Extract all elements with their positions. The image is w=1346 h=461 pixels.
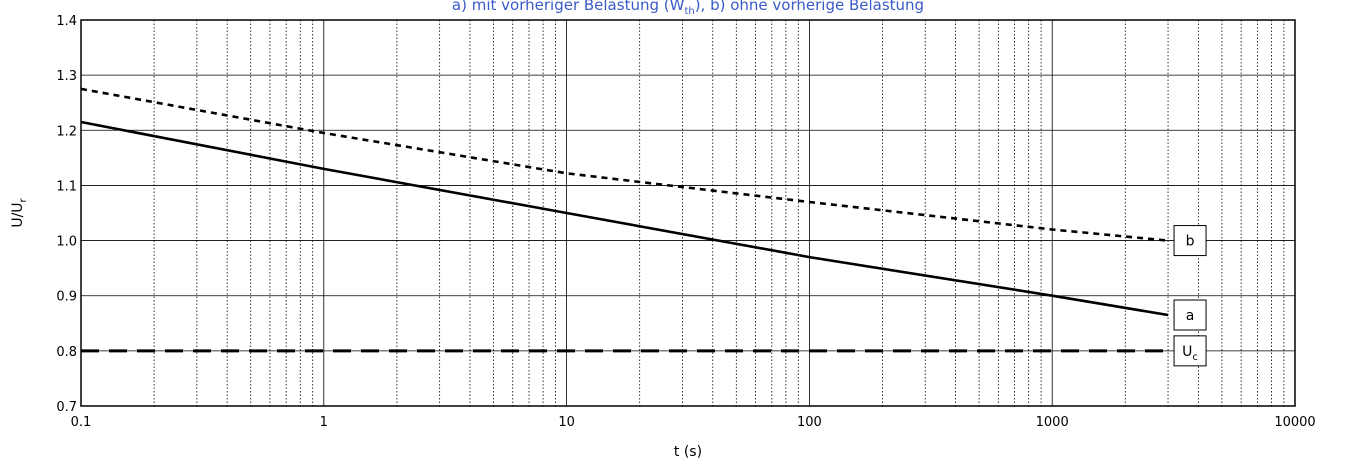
- axis-ticks: 0.1 1 10 100 1000 10000 0.7 0.8 0.9 1.0 1.1 1.2 1.3 1…: [56, 14, 1315, 430]
- plot-frame: [80, 19, 1296, 407]
- y-tick-label: 0.8: [56, 345, 77, 360]
- x-tick-label: 10000: [1274, 415, 1315, 430]
- curve-label-box-a: [1173, 299, 1207, 331]
- y-tick-label: 1.4: [56, 14, 77, 29]
- y-tick-label: 0.7: [56, 400, 77, 415]
- series-line-b: [80, 87, 1169, 242]
- x-tick-label: 100: [797, 415, 822, 430]
- plot-curves: [80, 87, 1169, 353]
- x-tick-label: 10: [558, 415, 575, 430]
- curve-label-uc: Uc: [1182, 344, 1198, 363]
- y-tick-label: 1.1: [56, 179, 77, 194]
- y-tick-label: 1.3: [56, 69, 77, 84]
- grid-lines: [80, 19, 1296, 407]
- chart-title: a) mit vorheriger Belastung (Wth), b) oh…: [452, 0, 924, 17]
- curve-label-box-uc: [1173, 335, 1207, 367]
- curve-label-a: a: [1186, 308, 1195, 324]
- x-tick-label: 1: [320, 415, 328, 430]
- y-axis-label: U/Ur: [10, 197, 29, 227]
- curve-labels: a b Uc: [1173, 225, 1207, 367]
- x-tick-label: 0.1: [71, 415, 92, 430]
- curve-label-box-b: [1173, 225, 1207, 257]
- y-tick-label: 0.9: [56, 290, 77, 305]
- x-axis-label: t (s): [674, 444, 702, 460]
- series-line-a: [80, 120, 1169, 317]
- curve-label-b: b: [1186, 234, 1195, 250]
- x-tick-label: 1000: [1036, 415, 1069, 430]
- y-tick-label: 1.0: [56, 235, 77, 250]
- y-tick-label: 1.2: [56, 124, 77, 139]
